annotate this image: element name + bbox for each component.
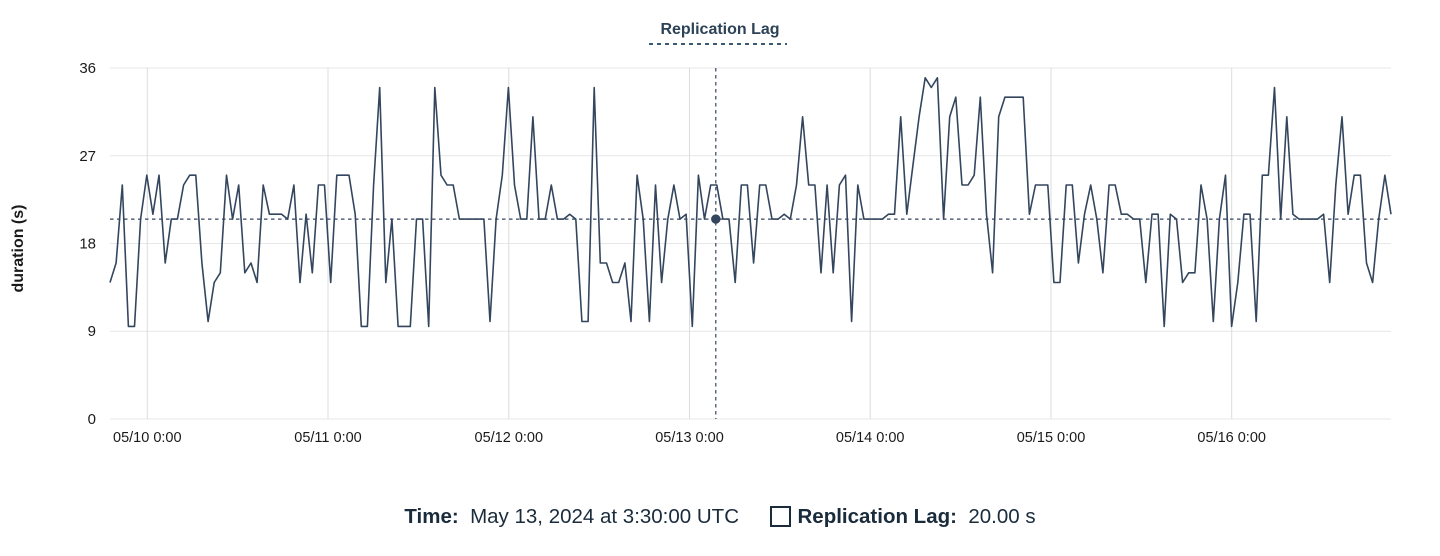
svg-text:9: 9 <box>88 323 96 340</box>
svg-text:05/16 0:00: 05/16 0:00 <box>1197 430 1266 446</box>
svg-text:0: 0 <box>88 411 96 428</box>
svg-text:36: 36 <box>79 60 96 77</box>
svg-text:05/10 0:00: 05/10 0:00 <box>113 430 182 446</box>
svg-text:05/14 0:00: 05/14 0:00 <box>836 430 905 446</box>
svg-text:05/13 0:00: 05/13 0:00 <box>655 430 724 446</box>
svg-text:05/11 0:00: 05/11 0:00 <box>294 430 361 446</box>
svg-text:05/15 0:00: 05/15 0:00 <box>1017 430 1086 446</box>
svg-text:05/12 0:00: 05/12 0:00 <box>475 430 544 446</box>
svg-text:18: 18 <box>79 236 96 253</box>
svg-text:27: 27 <box>79 148 96 165</box>
svg-text:duration (s): duration (s) <box>10 205 27 293</box>
